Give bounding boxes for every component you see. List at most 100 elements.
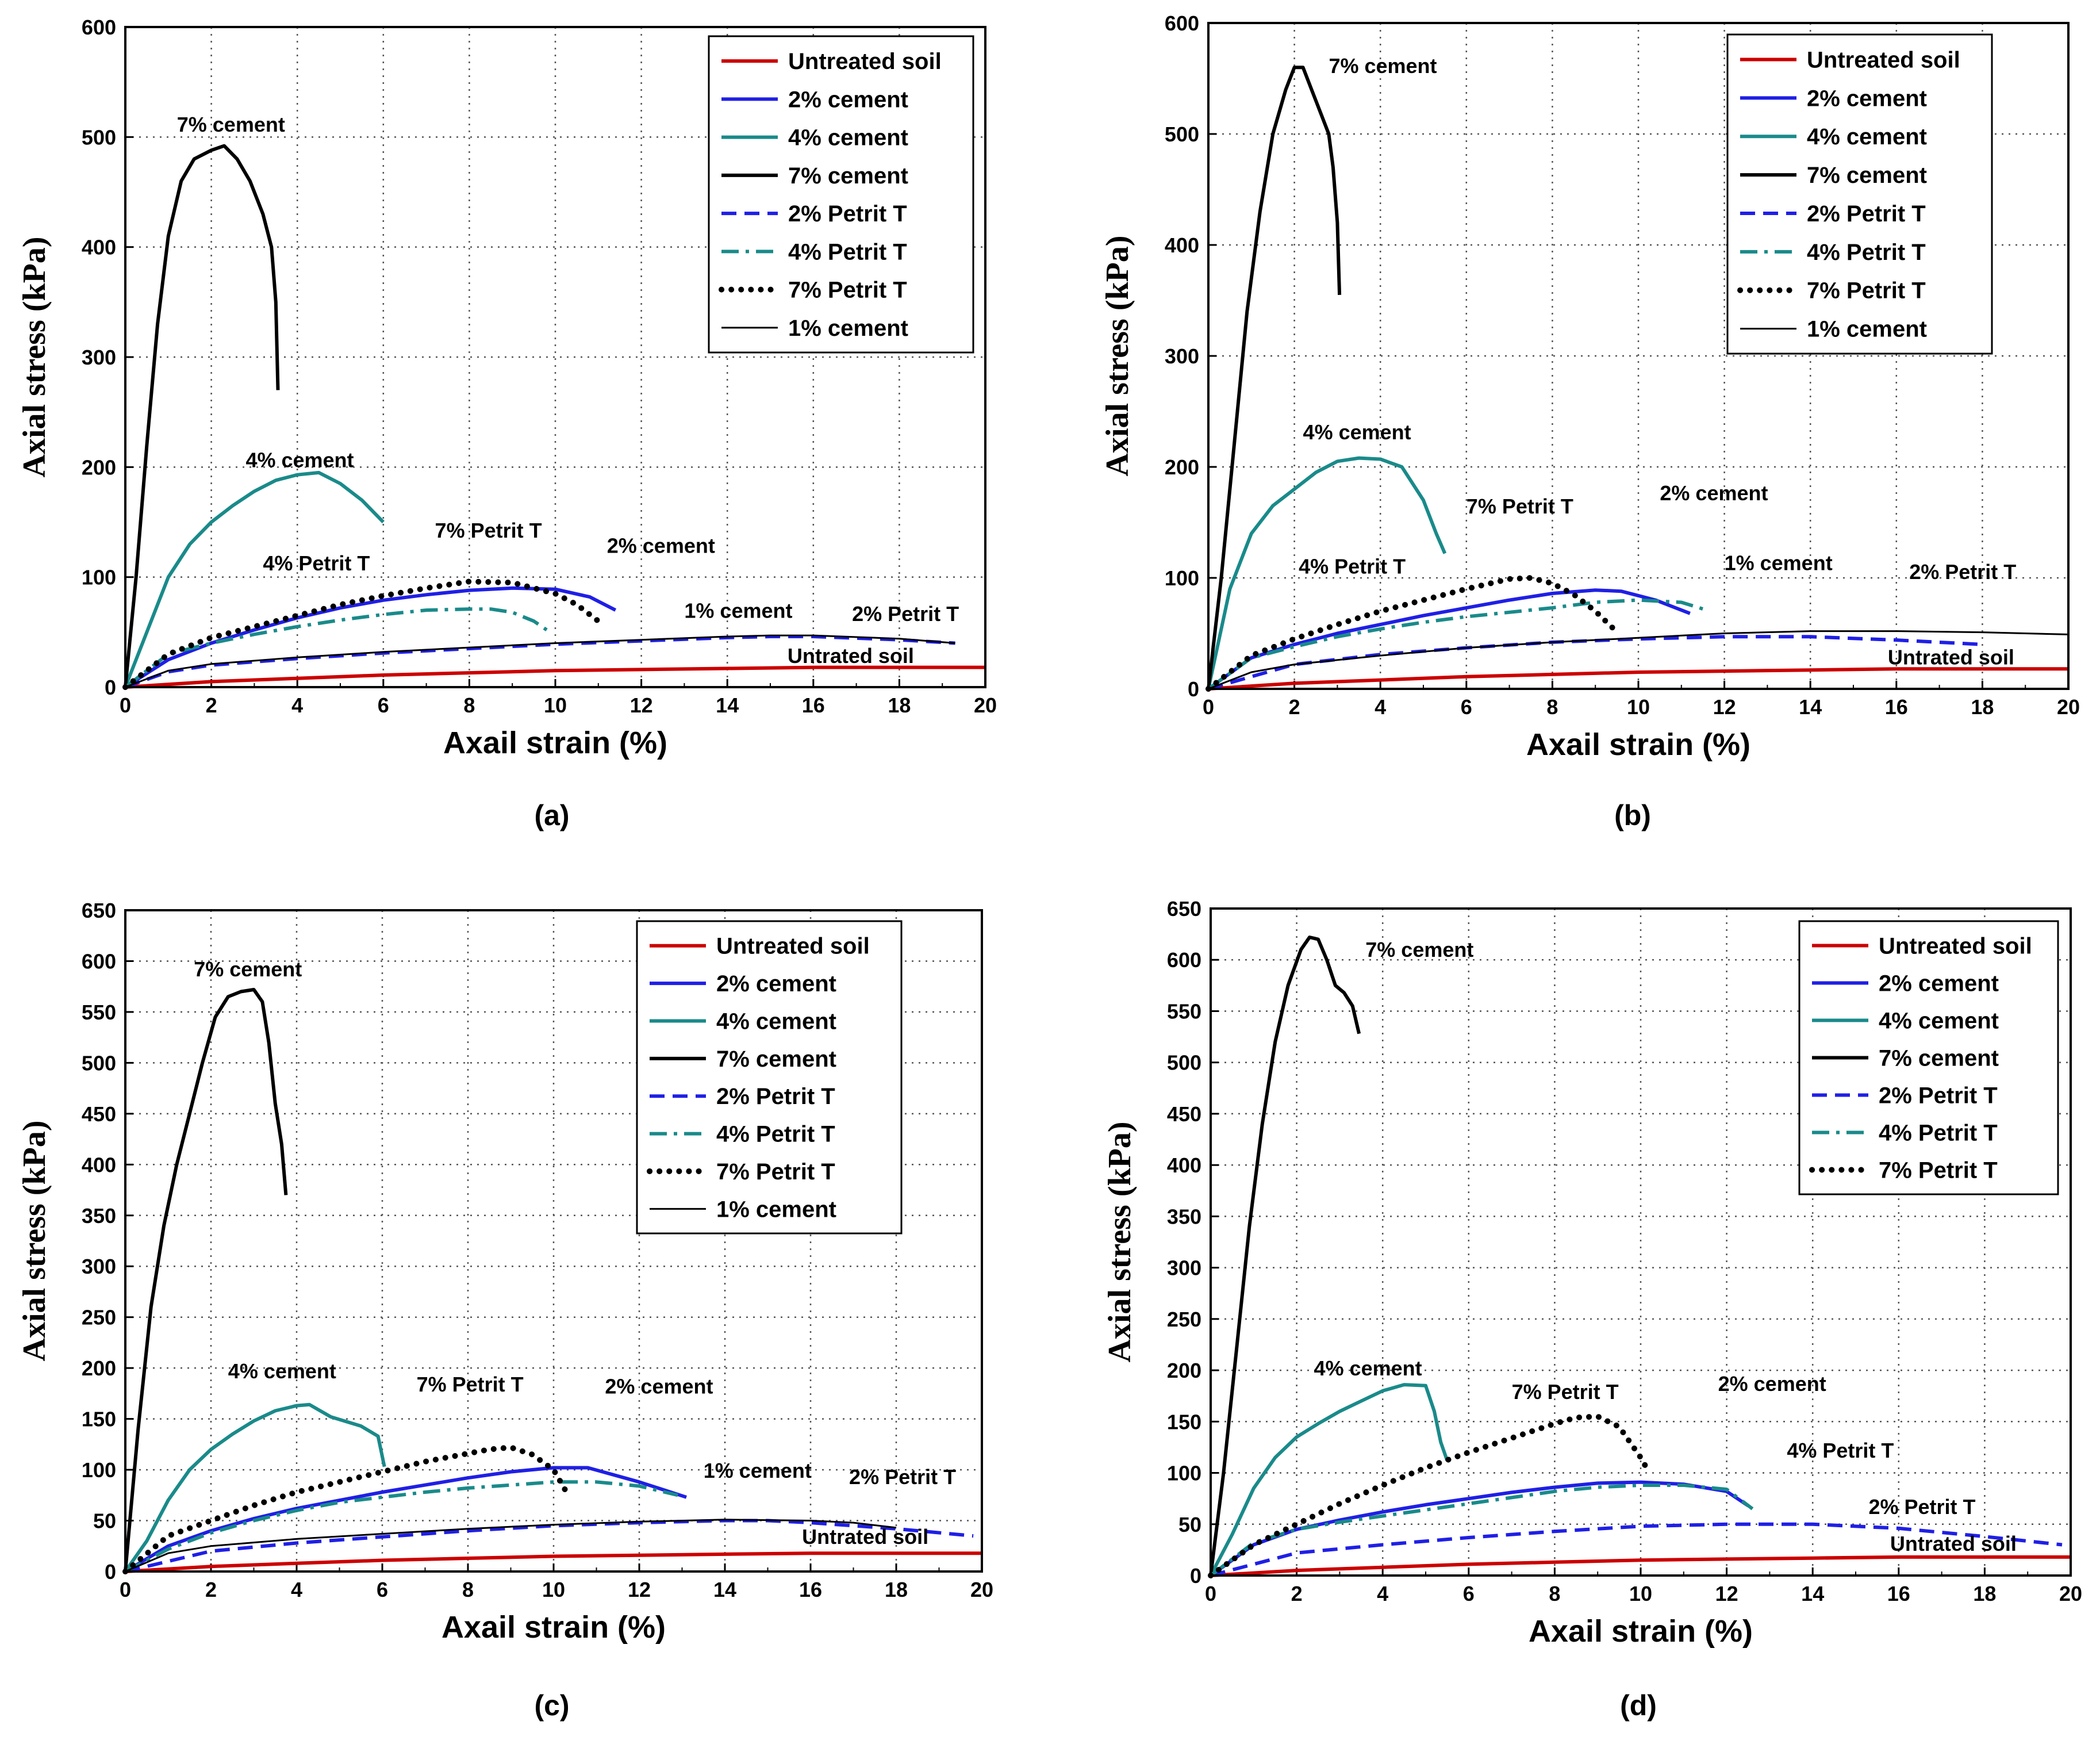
annotation-label: 4% Petrit T — [1787, 1439, 1894, 1462]
annotation-label: 2% Petrit T — [849, 1465, 956, 1489]
x-tick-label: 4 — [291, 693, 303, 717]
series-line-4-cement — [124, 1402, 386, 1573]
legend-d: Untreated soil 2% cement 4% cement 7% cemen… — [1798, 920, 2059, 1195]
x-axis-label: Axail strain (%) — [1529, 1614, 1753, 1649]
x-tick-label: 16 — [1885, 695, 1908, 719]
series-line-untreated-soil — [1208, 667, 2068, 691]
annotation-label: 7% Petrit T — [1512, 1380, 1619, 1404]
x-tick-label: 18 — [888, 693, 911, 717]
legend-label: Untreated soil — [716, 934, 870, 959]
annotation-label: 2% Petrit T — [852, 602, 959, 626]
x-axis-label: Axail strain (%) — [443, 726, 667, 760]
annotation-label: 2% cement — [607, 534, 715, 558]
annotation-label: 4% Petrit T — [263, 551, 370, 575]
x-tick-label: 20 — [2057, 695, 2080, 719]
x-tick-label: 6 — [378, 693, 389, 717]
annotation-label: 7% cement — [1329, 54, 1437, 78]
x-tick-label: 6 — [1461, 695, 1472, 719]
legend-label: 7% Petrit T — [788, 278, 907, 303]
x-tick-label: 2 — [205, 1578, 217, 1601]
series-line-untreated-soil — [125, 665, 985, 689]
x-tick-label: 4 — [291, 1578, 302, 1601]
legend-label: 4% Petrit T — [1879, 1121, 1998, 1146]
y-tick-label: 450 — [1167, 1102, 1201, 1126]
annotation-label: 1% cement — [704, 1459, 812, 1482]
legend-label: 2% Petrit T — [788, 201, 907, 227]
legend-label: 7% cement — [716, 1047, 836, 1072]
x-axis-label: Axail strain (%) — [442, 1610, 666, 1645]
legend-label: 7% cement — [1879, 1046, 1999, 1071]
legend-label: 7% Petrit T — [1807, 278, 1926, 304]
y-tick-label: 300 — [82, 346, 116, 369]
y-tick-label: 300 — [1167, 1256, 1201, 1280]
x-tick-label: 2 — [1291, 1582, 1303, 1605]
y-tick-label: 500 — [82, 1051, 116, 1075]
series-line-7-petrit-t — [1206, 575, 1616, 692]
y-tick-label: 0 — [105, 676, 116, 699]
y-tick-label: 100 — [82, 1458, 116, 1482]
y-tick-label: 400 — [1165, 233, 1199, 257]
y-tick-label: 450 — [82, 1102, 116, 1126]
panel-caption: (c) — [534, 1689, 569, 1722]
x-tick-label: 10 — [544, 693, 567, 717]
x-tick-label: 8 — [1549, 1582, 1560, 1605]
legend-label: 2% cement — [1807, 86, 1927, 111]
x-tick-label: 0 — [120, 1578, 131, 1601]
x-tick-label: 18 — [1971, 695, 1994, 719]
legend-box — [1726, 33, 1993, 355]
x-tick-label: 18 — [885, 1578, 908, 1601]
panel-caption: (d) — [1620, 1689, 1657, 1722]
axes-frame-d — [1210, 907, 2072, 1577]
legend-label: 1% cement — [1807, 317, 1927, 342]
x-tick-label: 10 — [542, 1578, 565, 1601]
legend-label: 2% Petrit T — [716, 1084, 835, 1109]
y-tick-label: 250 — [82, 1306, 116, 1329]
y-tick-label: 150 — [82, 1408, 116, 1431]
series-line-7-cement — [1207, 66, 1342, 689]
series-line-7-cement — [124, 144, 280, 688]
y-tick-label: 300 — [1165, 344, 1199, 368]
series-line-7-cement — [1209, 936, 1361, 1576]
x-tick-label: 20 — [974, 693, 997, 717]
annotation-label: 4% cement — [1303, 420, 1411, 444]
legend-box — [708, 35, 974, 354]
x-tick-label: 12 — [628, 1578, 651, 1601]
y-tick-label: 200 — [82, 455, 116, 479]
y-tick-label: 200 — [1167, 1359, 1201, 1382]
x-axis-label: Axail strain (%) — [1526, 727, 1750, 762]
legend-box — [636, 920, 903, 1235]
annotation-label: 4% cement — [245, 448, 354, 472]
legend-label: 2% cement — [1879, 971, 1999, 996]
annotation-label: Untrated soil — [802, 1525, 928, 1548]
series-line-1-cement — [125, 634, 955, 688]
y-tick-label: 500 — [1165, 122, 1199, 146]
y-tick-label: 500 — [1167, 1051, 1201, 1075]
x-tick-label: 18 — [1973, 1582, 1996, 1605]
y-tick-label: 600 — [1167, 948, 1201, 972]
x-tick-label: 12 — [1715, 1582, 1738, 1605]
y-tick-label: 550 — [82, 1001, 116, 1024]
y-tick-label: 200 — [82, 1356, 116, 1380]
legend-label: 2% Petrit T — [1807, 201, 1926, 227]
axes-frame-b — [1207, 22, 2070, 690]
legend-label: 4% cement — [1879, 1009, 1999, 1034]
y-tick-label: 150 — [1167, 1410, 1201, 1433]
chart-panel-c: 0 2 4 6 8 10 12 14 16 18 2005010015020025030035040… — [17, 899, 993, 1722]
annotation-label: Untrated soil — [788, 644, 914, 668]
y-tick-label: 600 — [82, 949, 116, 973]
x-tick-label: 4 — [1377, 1582, 1388, 1605]
annotation-label: 2% cement — [1718, 1372, 1826, 1396]
y-tick-label: 350 — [1167, 1205, 1201, 1228]
x-tick-label: 10 — [1629, 1582, 1652, 1605]
series-line-7-cement — [124, 988, 288, 1572]
legend-label: 2% cement — [788, 87, 908, 112]
annotation-label: 1% cement — [1725, 551, 1833, 574]
y-tick-label: 600 — [82, 16, 116, 39]
legend-label: Untreated soil — [788, 49, 942, 74]
x-tick-label: 16 — [1887, 1582, 1910, 1605]
x-tick-label: 14 — [1799, 695, 1822, 719]
annotation-label: 2% Petrit T — [1868, 1495, 1975, 1519]
